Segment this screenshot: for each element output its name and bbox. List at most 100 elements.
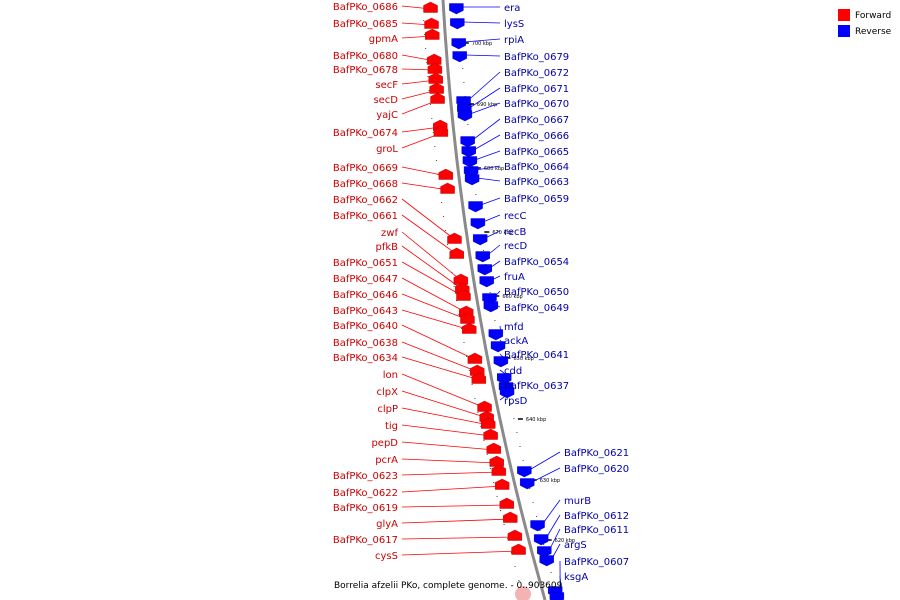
forward-gene-label: BafPKo_0651 — [333, 258, 398, 269]
reverse-gene-label: BafPKo_0620 — [564, 464, 629, 475]
forward-gene-label: BafPKo_0647 — [333, 274, 398, 285]
forward-gene-label: BafPKo_0669 — [333, 163, 398, 174]
reverse-connector — [469, 102, 501, 115]
forward-connector — [401, 293, 469, 321]
tick-label: 650 kbp — [513, 356, 533, 362]
spacer-dot-right — [532, 502, 534, 503]
reverse-gene-label: recD — [504, 241, 528, 252]
spacer-dot-left — [471, 384, 473, 385]
spacer-dot-left — [480, 426, 482, 427]
spacer-dot-left — [453, 286, 455, 287]
forward-gene-label: lon — [383, 370, 398, 381]
forward-connector — [401, 356, 480, 381]
spacer-dot-right — [462, 68, 464, 69]
forward-gene — [494, 478, 510, 490]
reverse-gene-label: era — [504, 3, 520, 14]
reverse-connector — [542, 499, 561, 525]
spacer-dot-left — [507, 538, 509, 539]
reverse-gene-label: BafPKo_0659 — [504, 194, 569, 205]
legend-reverse-swatch — [838, 25, 850, 37]
forward-gene — [453, 273, 469, 285]
reverse-gene-label: recC — [504, 211, 527, 222]
genome-caption: Borrelia afzelii PKo, complete genome. -… — [334, 581, 563, 591]
reverse-gene — [477, 264, 492, 276]
reverse-gene-label: BafPKo_0621 — [564, 448, 629, 459]
reverse-connector — [532, 467, 561, 483]
reverse-gene — [462, 156, 478, 168]
forward-gene-label: pfkB — [375, 242, 398, 253]
reverse-connector — [474, 150, 501, 161]
spacer-dot-left — [477, 412, 479, 413]
forward-gene-label: BafPKo_0619 — [333, 503, 398, 514]
reverse-connector — [529, 451, 561, 471]
forward-gene — [507, 529, 523, 541]
forward-connector — [401, 324, 477, 361]
legend-reverse-label: Reverse — [855, 27, 892, 37]
spacer-dot-left — [503, 524, 505, 525]
forward-gene — [483, 428, 498, 440]
spacer-dot-left — [429, 104, 431, 105]
forward-connector — [401, 458, 498, 464]
tick-label: 630 kbp — [540, 478, 560, 484]
forward-gene — [428, 72, 443, 84]
forward-gene — [430, 92, 445, 104]
reverse-gene-label: cdd — [504, 366, 522, 377]
spacer-dot-left — [463, 342, 465, 343]
spacer-dot-left — [468, 370, 470, 371]
spacer-dot-left — [432, 132, 434, 133]
reverse-gene-label: recB — [504, 227, 527, 238]
reverse-gene-label: BafPKo_0637 — [504, 381, 569, 392]
forward-connector — [401, 261, 465, 298]
forward-gene-label: BafPKo_0640 — [333, 321, 398, 332]
forward-gene-label: BafPKo_0617 — [333, 535, 398, 546]
forward-gene — [511, 543, 526, 555]
forward-gene-label: pcrA — [375, 455, 398, 466]
reverse-gene — [452, 51, 467, 63]
forward-gene — [503, 511, 518, 523]
reverse-gene-label: BafPKo_0607 — [564, 557, 629, 568]
legend-forward-swatch — [838, 9, 850, 21]
label-connectors — [401, 5, 563, 597]
tick-label: 670 kbp — [492, 230, 512, 236]
forward-connector — [401, 518, 512, 524]
reverse-gene — [464, 174, 480, 186]
reverse-gene-label: BafPKo_0641 — [504, 350, 569, 361]
reverse-gene — [483, 301, 499, 313]
reverse-gene-label: BafPKo_0654 — [504, 257, 569, 268]
spacer-dot-left — [441, 202, 443, 203]
forward-gene — [438, 168, 454, 180]
forward-gene — [426, 53, 442, 65]
reverse-gene — [468, 201, 483, 213]
forward-gene — [460, 312, 475, 324]
reverse-gene-label: BafPKo_0672 — [504, 68, 569, 79]
forward-gene — [470, 364, 485, 376]
forward-gene-label: BafPKo_0678 — [333, 65, 398, 76]
forward-gene — [456, 289, 471, 301]
reverse-gene — [537, 546, 552, 558]
forward-gene — [459, 305, 474, 317]
forward-gene — [477, 400, 492, 412]
forward-gene — [447, 232, 462, 244]
reverse-gene-label: fruA — [504, 272, 525, 283]
reverse-connector — [463, 38, 501, 43]
gene-labels: BafPKo_0686 BafPKo_0685 gpmA BafPKo_0680 Baf… — [333, 2, 629, 583]
spacer-dot-right — [550, 572, 552, 573]
forward-gene-label: groL — [376, 144, 398, 155]
tick-label: 660 kbp — [502, 294, 522, 300]
spacer-dot-left — [483, 440, 485, 441]
reverse-gene — [499, 387, 515, 399]
reverse-gene-label: BafPKo_0666 — [504, 131, 569, 142]
reverse-gene-label: BafPKo_0671 — [504, 84, 569, 95]
spacer-dot-right — [522, 460, 524, 461]
reverse-gene — [519, 478, 535, 490]
forward-connector — [401, 277, 468, 314]
reverse-connector — [462, 21, 501, 24]
spacer-dot-left — [426, 62, 428, 63]
spacer-dot-right — [510, 404, 512, 405]
forward-connector — [401, 471, 500, 476]
spacer-dot-left — [427, 76, 429, 77]
forward-gene-label: yajC — [376, 110, 398, 121]
spacer-dot-left — [496, 496, 498, 497]
forward-gene-label: BafPKo_0674 — [333, 128, 398, 139]
forward-gene — [455, 282, 470, 294]
